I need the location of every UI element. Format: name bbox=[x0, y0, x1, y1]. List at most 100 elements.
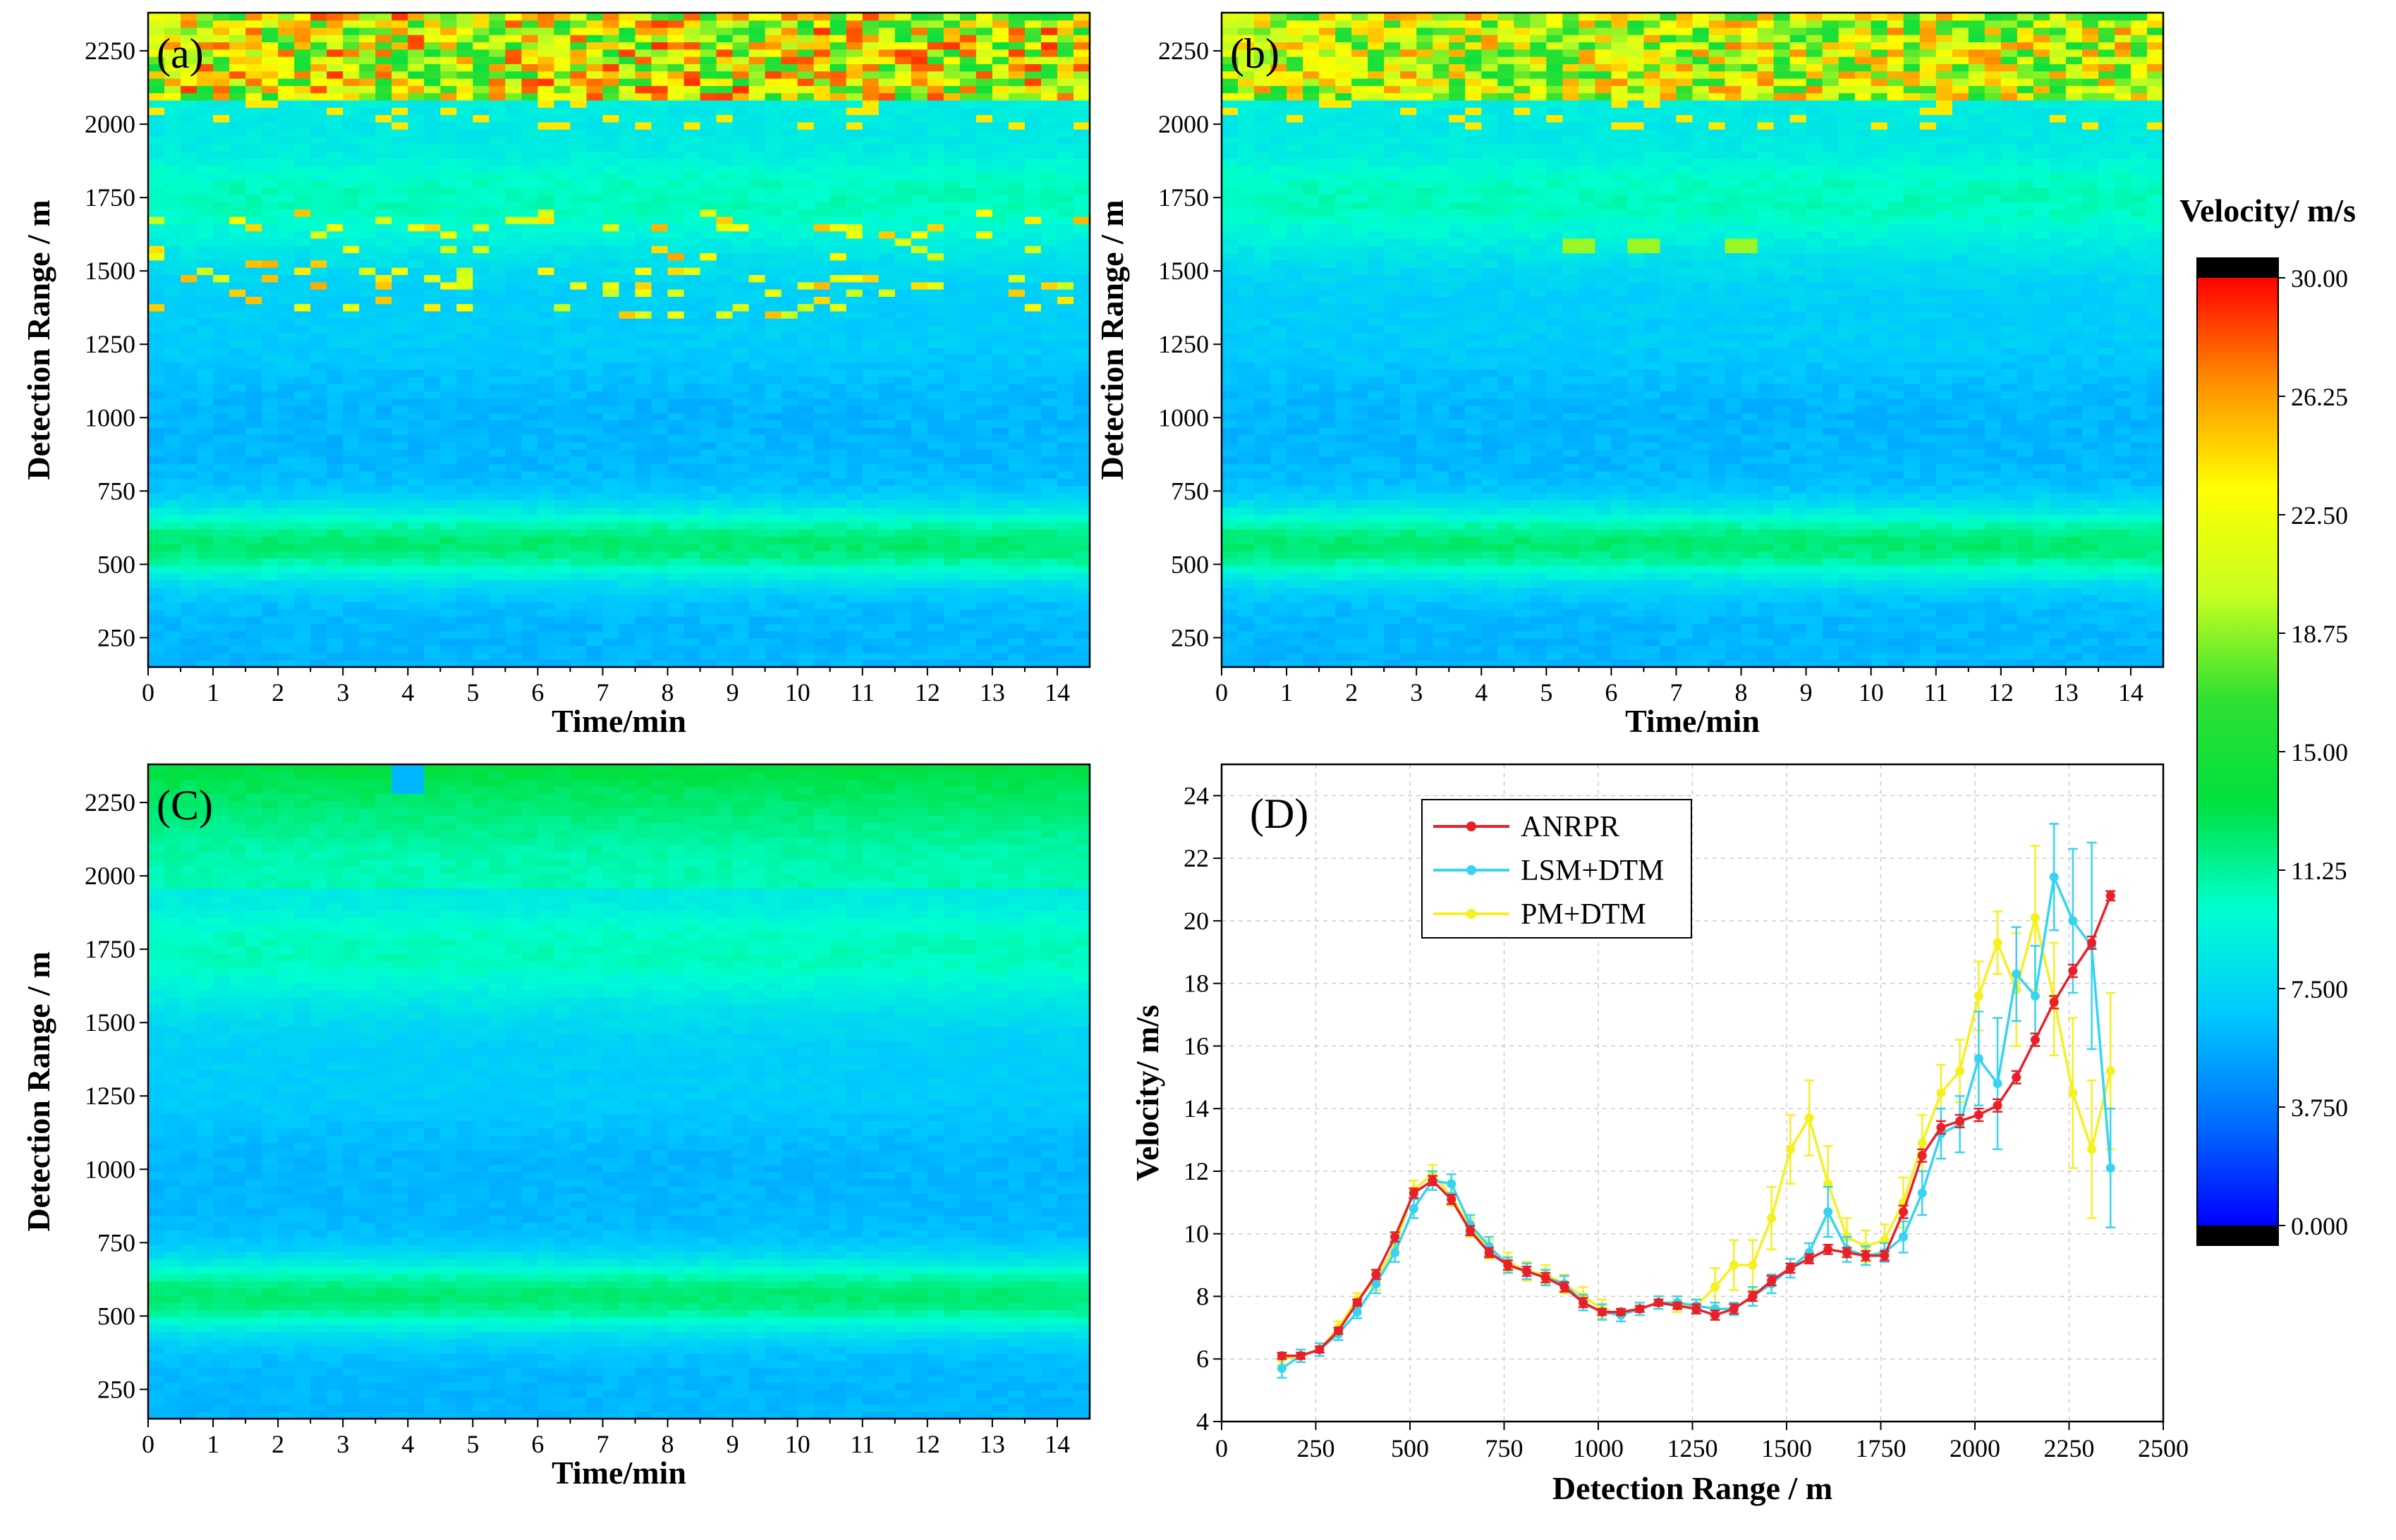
heatmap-cell bbox=[846, 514, 863, 522]
heatmap-cell bbox=[716, 420, 734, 428]
heatmap-cell bbox=[505, 85, 523, 94]
heatmap-cell bbox=[894, 521, 912, 530]
heatmap-cell bbox=[440, 514, 458, 522]
heatmap-cell bbox=[408, 580, 425, 588]
heatmap-cell bbox=[683, 543, 701, 551]
heatmap-cell bbox=[310, 354, 327, 362]
heatmap-cell bbox=[294, 310, 311, 319]
heatmap-cell bbox=[781, 441, 798, 450]
heatmap-cell bbox=[213, 529, 230, 537]
heatmap-cell bbox=[927, 594, 944, 602]
heatmap-cell bbox=[1057, 405, 1074, 413]
heatmap-cell bbox=[765, 143, 782, 152]
heatmap-cell bbox=[927, 456, 944, 465]
heatmap-cell bbox=[521, 143, 539, 152]
heatmap-cell bbox=[619, 514, 636, 522]
heatmap-cell bbox=[489, 143, 506, 152]
heatmap-cell bbox=[375, 463, 393, 472]
heatmap-cell bbox=[878, 332, 896, 341]
heatmap-cell bbox=[1008, 318, 1026, 326]
heatmap-cell bbox=[781, 238, 798, 246]
heatmap-cell bbox=[619, 288, 636, 297]
heatmap-cell bbox=[294, 477, 311, 487]
heatmap-cell bbox=[732, 187, 750, 195]
heatmap-cell bbox=[310, 558, 327, 566]
heatmap-cell bbox=[1040, 529, 1058, 537]
heatmap-cell bbox=[473, 499, 490, 508]
heatmap-cell bbox=[1073, 143, 1090, 152]
heatmap-cell bbox=[683, 499, 701, 508]
heatmap-cell bbox=[181, 209, 197, 217]
heatmap-cell bbox=[716, 558, 734, 566]
heatmap-cell bbox=[489, 659, 506, 668]
heatmap-cell bbox=[943, 194, 961, 202]
heatmap-cell bbox=[1073, 427, 1090, 435]
heatmap-cell bbox=[878, 398, 896, 406]
heatmap-cell bbox=[959, 85, 977, 94]
heatmap-cell bbox=[1057, 245, 1074, 254]
heatmap-cell bbox=[700, 529, 717, 537]
heatmap-cell bbox=[1057, 49, 1074, 57]
heatmap-cell bbox=[862, 499, 880, 508]
heatmap-cell bbox=[391, 310, 409, 319]
heatmap-cell bbox=[537, 492, 555, 501]
heatmap-cell bbox=[197, 288, 214, 297]
heatmap-cell bbox=[213, 34, 230, 43]
heatmap-cell bbox=[975, 187, 993, 195]
heatmap-cell bbox=[164, 427, 181, 435]
heatmap-cell bbox=[619, 245, 636, 254]
heatmap-cell bbox=[278, 514, 295, 522]
heatmap-cell bbox=[619, 434, 636, 443]
heatmap-cell bbox=[164, 274, 181, 283]
heatmap-cell bbox=[651, 383, 669, 391]
heatmap-cell bbox=[846, 470, 863, 479]
heatmap-cell bbox=[700, 580, 717, 588]
heatmap-cell bbox=[1057, 448, 1074, 457]
heatmap-cell bbox=[911, 521, 928, 530]
heatmap-cell bbox=[651, 616, 669, 624]
heatmap-cell bbox=[700, 274, 717, 283]
heatmap-cell bbox=[327, 107, 344, 116]
heatmap-cell bbox=[262, 492, 279, 501]
heatmap-cell bbox=[1057, 637, 1074, 646]
heatmap-cell bbox=[375, 42, 393, 50]
heatmap-cell bbox=[391, 420, 409, 428]
heatmap-cell bbox=[440, 587, 458, 595]
heatmap-cell bbox=[505, 92, 523, 101]
heatmap-cell bbox=[975, 580, 993, 588]
heatmap-cell bbox=[262, 616, 279, 624]
heatmap-cell bbox=[213, 637, 230, 646]
heatmap-cell bbox=[1024, 601, 1042, 610]
heatmap-cell bbox=[683, 492, 701, 501]
heatmap-cell bbox=[829, 92, 847, 101]
heatmap-cell bbox=[635, 238, 652, 246]
heatmap-cell bbox=[635, 529, 652, 537]
heatmap-cell bbox=[1073, 92, 1090, 101]
heatmap-cell bbox=[359, 637, 377, 646]
heatmap-cell bbox=[505, 296, 523, 305]
heatmap-cell bbox=[829, 267, 847, 275]
heatmap-cell bbox=[1040, 180, 1058, 188]
heatmap-cell bbox=[748, 565, 766, 573]
heatmap-cell bbox=[554, 369, 571, 377]
heatmap-cell bbox=[651, 288, 669, 297]
heatmap-cell bbox=[846, 107, 863, 116]
heatmap-cell bbox=[262, 165, 279, 173]
heatmap-cell bbox=[894, 543, 912, 551]
heatmap-cell bbox=[245, 150, 262, 159]
heatmap-cell bbox=[262, 485, 279, 494]
heatmap-cell bbox=[375, 572, 393, 581]
heatmap-cell bbox=[878, 580, 896, 588]
heatmap-cell bbox=[570, 296, 588, 305]
heatmap-cell bbox=[148, 463, 165, 472]
heatmap-cell bbox=[878, 49, 896, 57]
heatmap-cell bbox=[505, 224, 523, 232]
heatmap-cell bbox=[781, 187, 798, 195]
heatmap-cell bbox=[1024, 361, 1042, 370]
heatmap-cell bbox=[797, 565, 815, 573]
heatmap-cell bbox=[213, 659, 230, 668]
heatmap-cell bbox=[148, 245, 165, 254]
heatmap-cell bbox=[521, 85, 539, 94]
heatmap-cell bbox=[408, 231, 425, 239]
heatmap-cell bbox=[716, 165, 734, 173]
